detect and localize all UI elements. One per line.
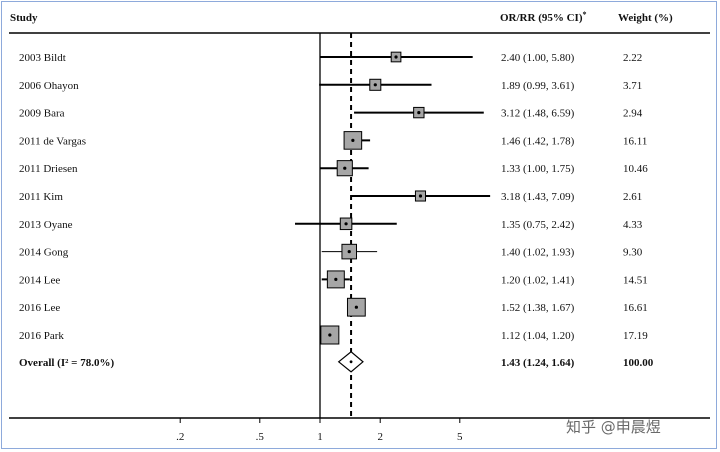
header-or-rr-mark: *: [583, 10, 587, 19]
study-weight: 16.61: [623, 302, 648, 314]
study-label: 2009 Bara: [19, 108, 65, 120]
x-tick-label: .2: [176, 431, 184, 443]
point-estimate: [394, 55, 398, 59]
study-label: 2016 Park: [19, 330, 64, 342]
point-estimate: [351, 138, 355, 142]
header-study: Study: [10, 12, 38, 24]
study-weight: 2.94: [623, 108, 643, 120]
point-estimate: [354, 305, 358, 309]
point-estimate: [417, 111, 421, 115]
study-label: 2014 Gong: [19, 247, 69, 259]
study-weight: 10.46: [623, 163, 648, 175]
study-ci: 1.33 (1.00, 1.75): [501, 163, 575, 175]
header-or-rr-text: OR/RR (95% CI): [500, 12, 583, 24]
study-weight: 2.22: [623, 52, 642, 64]
overall-point: [349, 360, 353, 364]
study-label: 2014 Lee: [19, 274, 60, 286]
x-tick-label: 1: [317, 431, 323, 443]
study-weight: 4.33: [623, 219, 643, 231]
study-ci: 1.52 (1.38, 1.67): [501, 302, 575, 314]
study-label: 2003 Bildt: [19, 52, 66, 64]
plot-layer: [179, 33, 491, 423]
header-weight: Weight (%): [618, 12, 673, 24]
study-label: 2006 Ohayon: [19, 80, 79, 92]
study-ci: 1.20 (1.02, 1.41): [501, 274, 575, 286]
study-ci: 2.40 (1.00, 5.80): [501, 52, 575, 64]
x-tick-label: .5: [256, 431, 265, 443]
study-weight: 14.51: [623, 274, 648, 286]
study-weight: 2.61: [623, 191, 642, 203]
overall-ci: 1.43 (1.24, 1.64): [501, 357, 575, 369]
study-label: 2016 Lee: [19, 302, 60, 314]
watermark-text: 知乎 @申晨煜: [566, 418, 661, 436]
study-ci: 1.46 (1.42, 1.78): [501, 135, 575, 147]
point-estimate: [418, 194, 423, 198]
study-weight: 17.19: [623, 330, 648, 342]
header-or-rr: OR/RR (95% CI)*: [500, 10, 587, 24]
overall-weight: 100.00: [623, 357, 654, 369]
point-estimate: [328, 333, 332, 337]
study-label: 2011 Kim: [19, 191, 63, 203]
point-estimate: [343, 166, 347, 170]
x-tick-label: 5: [457, 431, 463, 443]
point-estimate: [334, 277, 338, 281]
study-ci: 1.12 (1.04, 1.20): [501, 330, 575, 342]
study-ci: 1.89 (0.99, 3.61): [501, 80, 575, 92]
study-weight: 3.71: [623, 80, 642, 92]
study-ci: 1.35 (0.75, 2.42): [501, 219, 575, 231]
study-ci: 3.18 (1.43, 7.09): [501, 191, 575, 203]
study-ci: 3.12 (1.48, 6.59): [501, 108, 575, 120]
study-label: 2013 Oyane: [19, 219, 73, 231]
study-weight: 16.11: [623, 135, 647, 147]
study-label: 2011 de Vargas: [19, 135, 86, 147]
point-estimate: [347, 250, 351, 254]
study-label: 2011 Driesen: [19, 163, 78, 175]
x-tick-label: 2: [377, 431, 383, 443]
point-estimate: [373, 83, 377, 87]
text-layer: .2 .5 1 2 5 2003 Bildt 2.40 (1.00, 5.80) 2.22 20…: [19, 52, 654, 443]
study-ci: 1.40 (1.02, 1.93): [501, 247, 575, 259]
overall-label: Overall (I² = 78.0%): [19, 357, 114, 369]
point-estimate: [344, 222, 348, 226]
study-weight: 9.30: [623, 247, 643, 259]
